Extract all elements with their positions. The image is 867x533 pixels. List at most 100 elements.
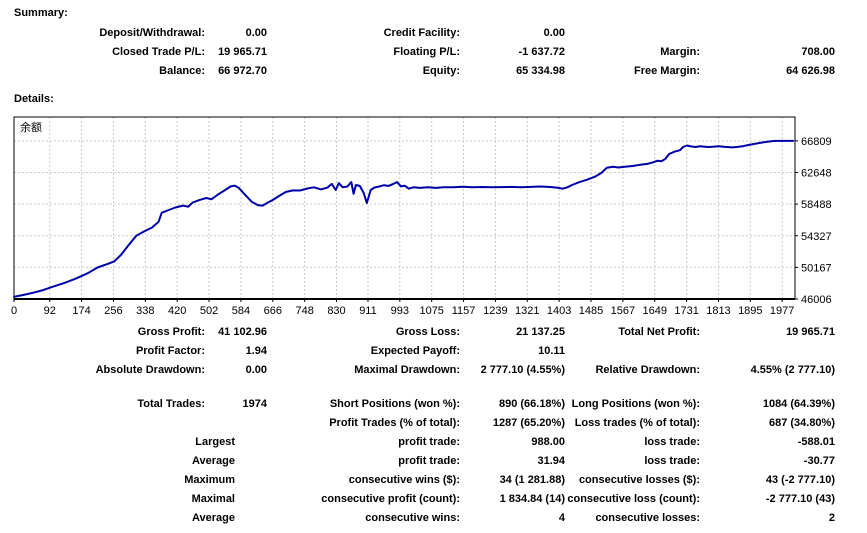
x-tick-label: 1239	[483, 305, 507, 317]
x-tick-label: 748	[295, 305, 313, 317]
y-tick-label: 66809	[801, 136, 832, 148]
summary-label: Margin:	[660, 46, 700, 58]
summary-label: Floating P/L:	[393, 46, 460, 58]
summary-label: Equity:	[422, 65, 460, 77]
y-tick-label: 50167	[801, 262, 832, 274]
x-tick-label: 256	[104, 305, 122, 317]
details-value: 890 (66.18%)	[498, 398, 565, 410]
details-label: Average	[191, 512, 235, 524]
summary-heading: Summary:	[14, 7, 68, 19]
y-tick-label: 46006	[801, 294, 832, 306]
x-tick-label: 584	[232, 305, 250, 317]
x-tick-label: 1075	[419, 305, 443, 317]
x-tick-label: 1321	[515, 305, 539, 317]
x-tick-label: 1157	[452, 305, 476, 317]
details-heading: Details:	[14, 93, 54, 105]
x-tick-label: 1485	[579, 305, 603, 317]
details-label: consecutive profit (count):	[321, 493, 460, 505]
details-value: 10.11	[538, 345, 565, 357]
details-label: Maximum	[184, 474, 235, 486]
details-label: profit trade:	[398, 455, 460, 467]
details-label	[0, 414, 205, 433]
x-tick-label: 1977	[770, 305, 794, 317]
details-label: Gross Loss:	[395, 326, 460, 338]
x-tick-label: 1567	[611, 305, 635, 317]
details-value: 21 137.25	[516, 326, 565, 338]
summary-value: 64 626.98	[786, 65, 835, 77]
details-label: Absolute Drawdown:	[95, 364, 205, 376]
details-label: Expected Payoff:	[370, 345, 460, 357]
balance-line	[13, 139, 795, 298]
balance-chart: 0 92 174 256 338 420 502 584 666 748 830 911 993 1075…	[0, 111, 867, 323]
x-tick-label: 911	[359, 305, 377, 317]
details-value: 0.00	[245, 364, 267, 376]
details-label: consecutive losses:	[595, 512, 700, 524]
summary-value: 0.00	[543, 27, 565, 39]
x-tick-label: 92	[44, 305, 56, 317]
details-label: consecutive losses ($):	[578, 474, 700, 486]
details-table-top: Gross Profit: 41 102.96 Gross Loss: 21 137.…	[0, 323, 835, 380]
details-label: Profit Trades (% of total):	[329, 417, 460, 429]
details-value: 1.94	[245, 345, 267, 357]
details-value	[700, 342, 835, 361]
summary-value: 19 965.71	[218, 46, 267, 58]
details-value: 2 777.10 (4.55%)	[480, 364, 565, 376]
details-value: 1287 (65.20%)	[492, 417, 565, 429]
y-tick-label: 62648	[801, 168, 832, 180]
x-tick-label: 174	[72, 305, 90, 317]
y-tick-label: 54327	[801, 231, 832, 243]
details-value: 4.55% (2 777.10)	[750, 364, 835, 376]
details-value: 4	[558, 512, 565, 524]
summary-table: Deposit/Withdrawal: 0.00 Credit Facility: 0…	[0, 24, 835, 81]
details-label: consecutive wins ($):	[348, 474, 460, 486]
x-tick-label: 1649	[642, 305, 666, 317]
details-value: 2	[828, 512, 835, 524]
details-label: consecutive loss (count):	[567, 493, 700, 505]
x-tick-label: 502	[200, 305, 218, 317]
details-label: Maximal	[191, 493, 235, 505]
details-label: loss trade:	[644, 436, 700, 448]
summary-value: 66 972.70	[218, 65, 267, 77]
details-value: 1084 (64.39%)	[762, 398, 835, 410]
details-label: Relative Drawdown:	[595, 364, 700, 376]
summary-value	[700, 24, 835, 43]
x-tick-label: 420	[168, 305, 186, 317]
chart-border	[13, 116, 796, 300]
details-label: Total Trades:	[137, 398, 205, 410]
details-label: consecutive wins:	[365, 512, 460, 524]
balance-chart-svg: 0 92 174 256 338 420 502 584 666 748 830 911 993 1075…	[11, 116, 832, 317]
x-tick-label: 666	[264, 305, 282, 317]
details-value	[205, 414, 267, 433]
details-label: Short Positions (won %):	[329, 398, 460, 410]
details-value: 19 965.71	[786, 326, 835, 338]
details-label: profit trade:	[398, 436, 460, 448]
x-tick-label: 993	[391, 305, 409, 317]
details-label: Average	[191, 455, 235, 467]
chart-legend: 余额	[20, 120, 42, 134]
x-tick-label: 830	[327, 305, 345, 317]
details-label: Loss trades (% of total):	[574, 417, 700, 429]
details-value: 41 102.96	[218, 326, 267, 338]
details-label: Profit Factor:	[135, 345, 205, 357]
details-value: -2 777.10 (43)	[765, 493, 835, 505]
x-tick-label: 0	[11, 305, 17, 317]
summary-label: Deposit/Withdrawal:	[99, 27, 205, 39]
details-value: -30.77	[803, 455, 835, 467]
summary-label	[565, 24, 700, 43]
details-label: Total Net Profit:	[618, 326, 700, 338]
x-tick-label: 338	[136, 305, 154, 317]
details-table-bottom: Total Trades: 1974 Short Positions (won %)…	[0, 395, 835, 528]
summary-value: 0.00	[245, 27, 267, 39]
summary-label: Free Margin:	[633, 65, 700, 77]
details-label: Gross Profit:	[137, 326, 205, 338]
details-value: 34 (1 281.88)	[499, 474, 565, 486]
summary-label: Balance:	[159, 65, 205, 77]
details-value: 687 (34.80%)	[768, 417, 835, 429]
x-tick-label: 1813	[706, 305, 730, 317]
details-value: 988.00	[531, 436, 565, 448]
summary-value: -1 637.72	[518, 46, 565, 58]
details-label: loss trade:	[644, 455, 700, 467]
x-tick-label: 1895	[738, 305, 762, 317]
details-value: 1 834.84 (14)	[499, 493, 565, 505]
